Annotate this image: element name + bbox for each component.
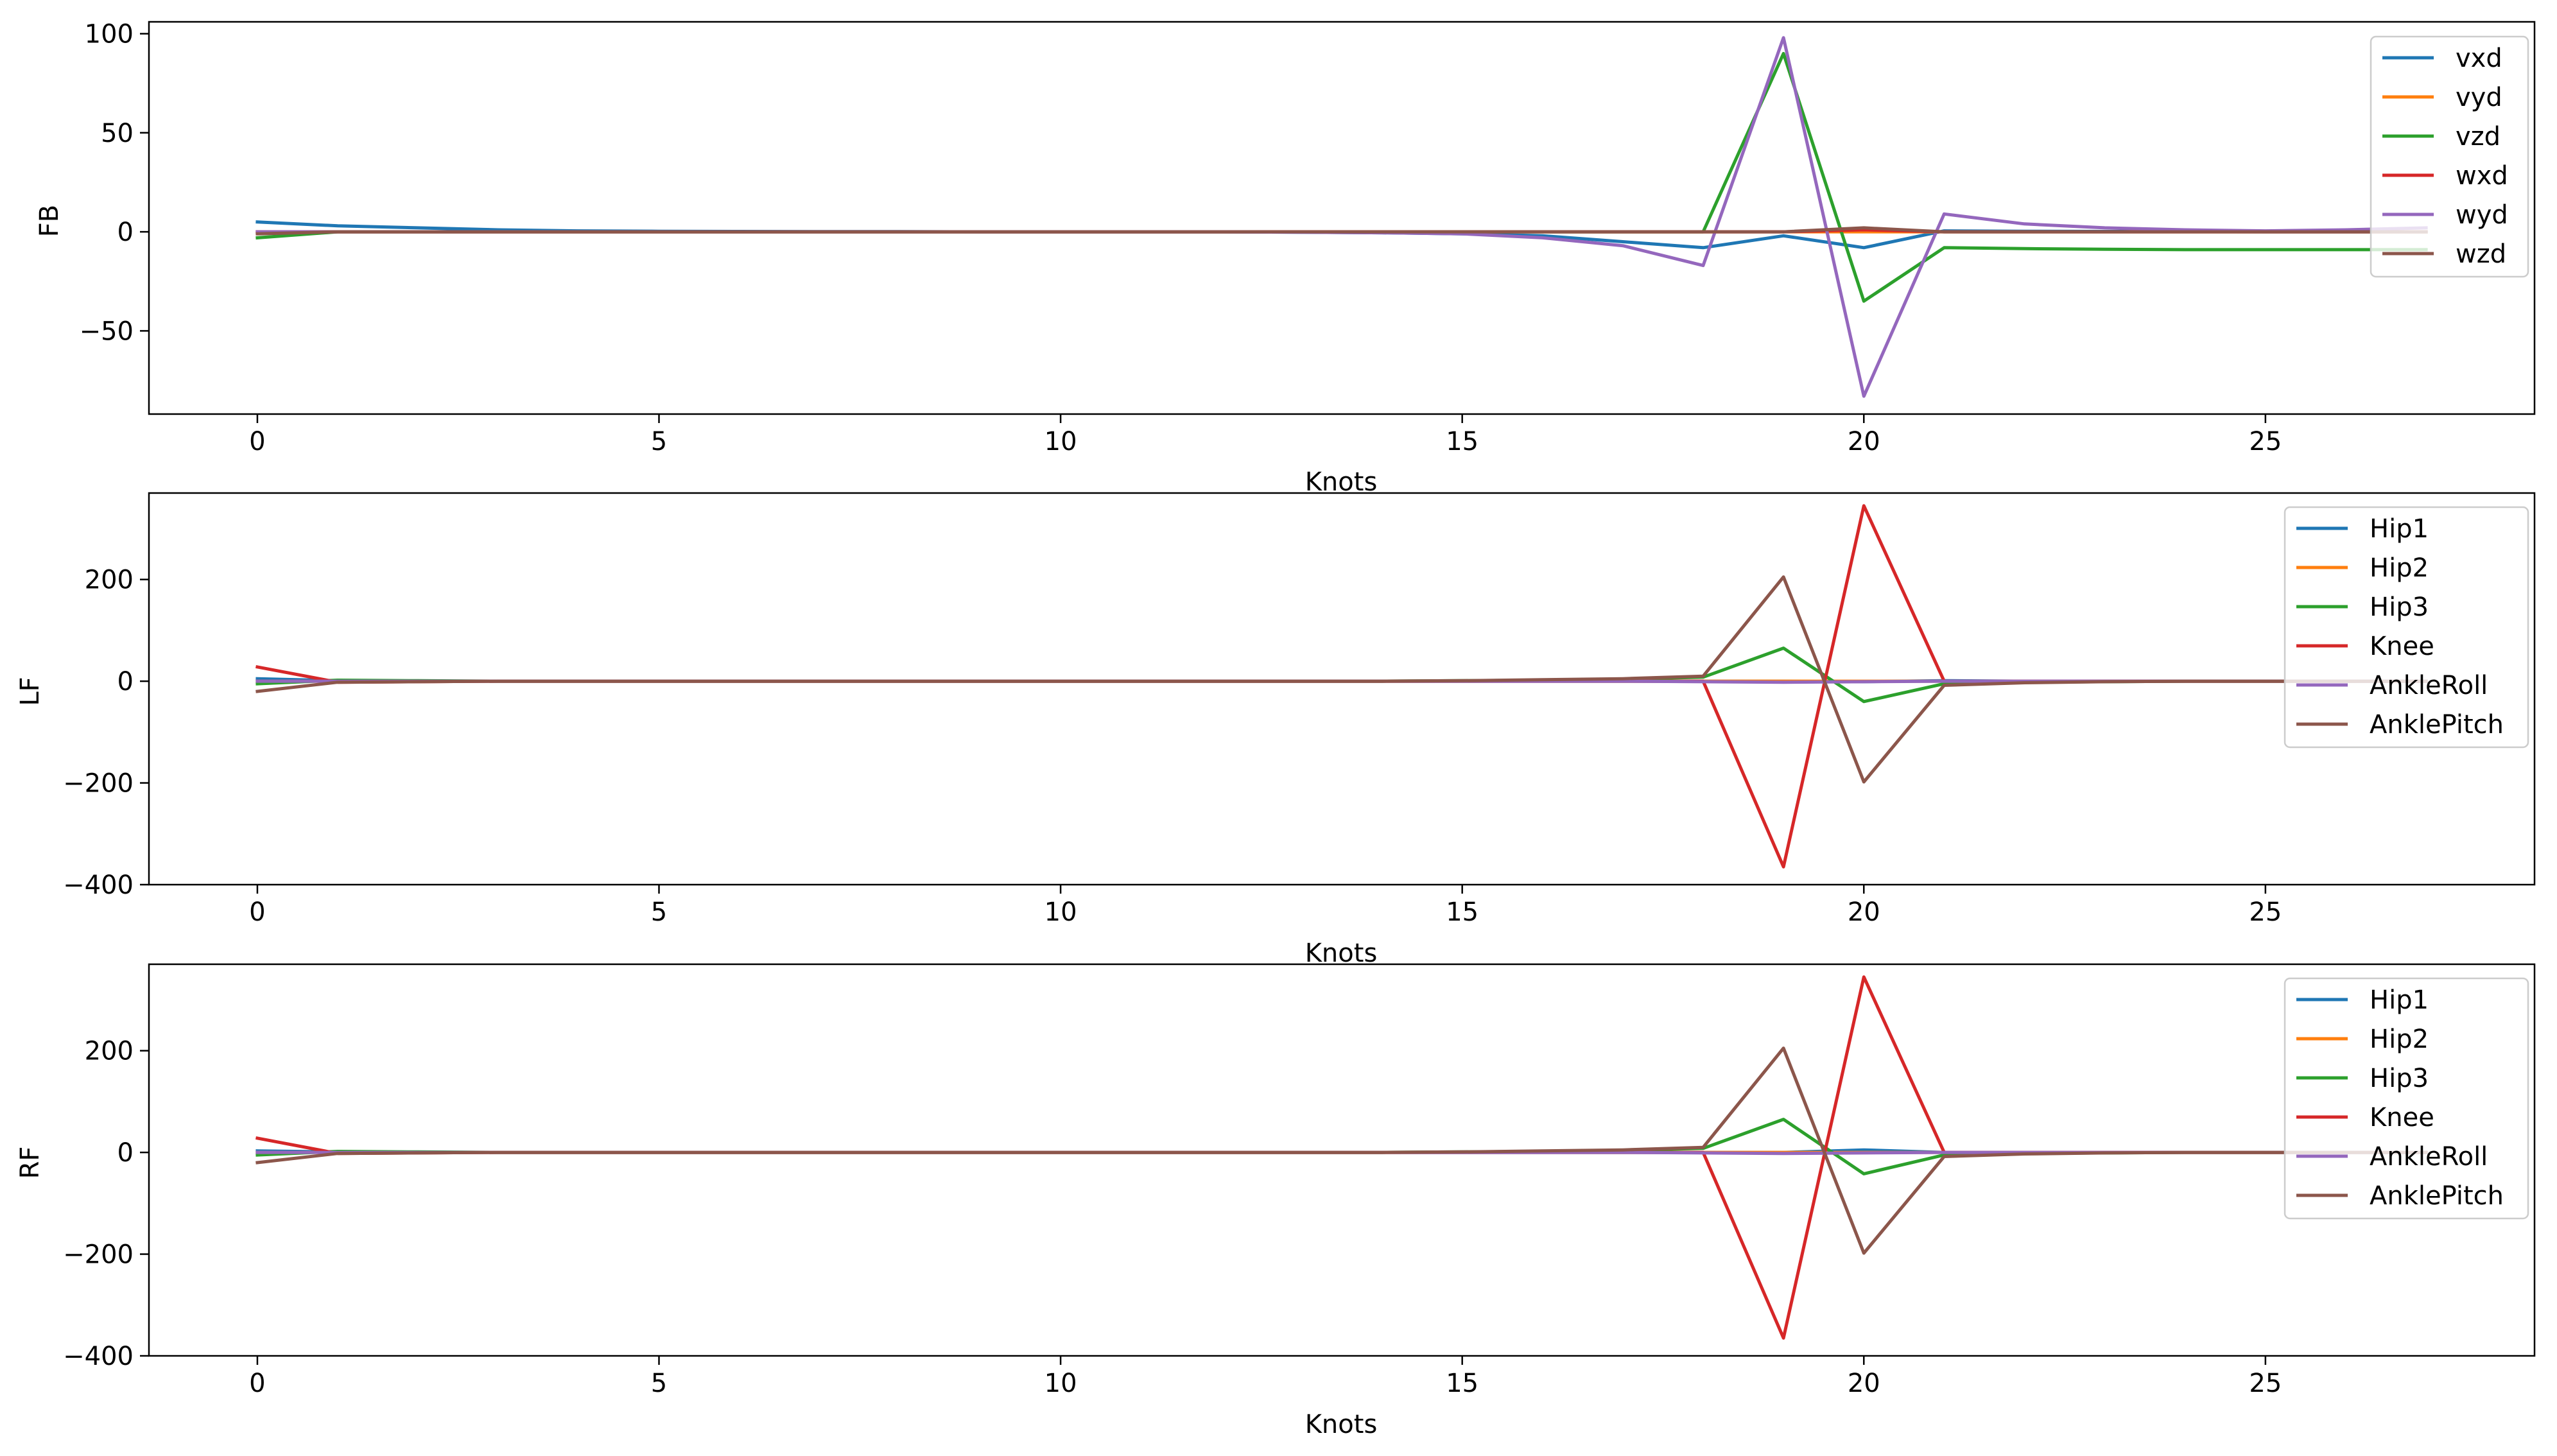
y-tick-label: 200: [85, 1037, 134, 1066]
plot-frame: [148, 492, 2536, 886]
x-tick-label: 20: [1848, 1369, 1880, 1398]
series-lines: [256, 36, 2428, 398]
legend-label: AnkleRoll: [2370, 1142, 2488, 1172]
x-tick-label: 25: [2249, 897, 2282, 927]
x-tick-label: 10: [1044, 1369, 1077, 1398]
series-lines: [255, 975, 2428, 1340]
y-tick-label: −200: [63, 769, 134, 799]
y-tick-label: 100: [85, 20, 134, 49]
plot-frame: [148, 963, 2536, 1357]
x-tick-label: 25: [2249, 1369, 2282, 1398]
y-axis-label: LF: [15, 677, 45, 706]
legend-label: vzd: [2456, 122, 2501, 152]
x-tick-label: 5: [651, 1369, 667, 1398]
series-line-wzd: [256, 226, 2428, 236]
y-axis-label: FB: [35, 205, 64, 237]
x-tick-label: 0: [249, 427, 265, 456]
y-tick-label: −50: [80, 316, 134, 346]
x-tick-label: 0: [249, 897, 265, 927]
x-tick-label: 10: [1044, 427, 1077, 456]
x-tick-label: 5: [651, 897, 667, 927]
legend-item: Hip1: [2296, 514, 2429, 544]
x-tick-label: 10: [1044, 897, 1077, 927]
x-tick-label: 20: [1848, 897, 1880, 927]
series-lines: [255, 504, 2428, 869]
x-axis-label: Knots: [1305, 1410, 1378, 1439]
series-line-anklepitch: [256, 1046, 2428, 1255]
x-tick-label: 5: [651, 427, 667, 456]
x-tick-label: 15: [1446, 897, 1478, 927]
legend-item: wzd: [2382, 239, 2506, 269]
legend-item: wyd: [2382, 200, 2508, 230]
legend-item: Hip1: [2296, 985, 2429, 1015]
legend-label: Hip3: [2370, 1064, 2429, 1093]
legend-item: AnklePitch: [2296, 710, 2504, 740]
x-tick-label: 15: [1446, 1369, 1478, 1398]
legend-label: AnkleRoll: [2370, 671, 2488, 700]
y-tick-label: 0: [117, 1138, 134, 1168]
y-tick-label: 0: [117, 667, 134, 697]
y-axis-label: RF: [15, 1147, 45, 1179]
legend-item: Hip2: [2296, 553, 2429, 583]
legend-label: Hip3: [2370, 593, 2429, 622]
legend: Hip1 Hip2 Hip3 Knee AnkleRoll AnklePitch: [2284, 506, 2529, 749]
x-axis-label: Knots: [1305, 939, 1378, 968]
legend-label: Knee: [2370, 632, 2434, 661]
legend-label: AnklePitch: [2370, 710, 2504, 740]
legend-label: Hip1: [2370, 985, 2429, 1015]
legend-label: vyd: [2456, 83, 2502, 112]
legend: Hip1 Hip2 Hip3 Knee AnkleRoll AnklePitch: [2284, 977, 2529, 1220]
x-axis-label: Knots: [1305, 467, 1378, 497]
legend-item: AnkleRoll: [2296, 1142, 2488, 1172]
legend-label: Hip2: [2370, 1025, 2429, 1054]
plot-frame: [148, 21, 2536, 415]
subplot-lf: LF Knots 0 5 10 15 20 25−400−2000200Hip1Hip2H…: [15, 492, 2536, 968]
legend-label: Knee: [2370, 1103, 2434, 1132]
x-tick-label: 15: [1446, 427, 1478, 456]
legend-item: vzd: [2382, 122, 2501, 152]
legend-item: Hip3: [2296, 593, 2429, 622]
legend-item: Hip2: [2296, 1025, 2429, 1054]
legend-item: AnklePitch: [2296, 1181, 2504, 1211]
series-line-anklepitch: [256, 575, 2428, 784]
y-tick-label: −200: [63, 1240, 134, 1270]
legend: vxd vyd vzd wxd wyd wzd: [2370, 35, 2529, 278]
legend-item: Hip3: [2296, 1064, 2429, 1093]
legend-label: wxd: [2456, 161, 2508, 191]
subplot-fb: FB Knots 0 5 10 15 20 25 −50 0 50 100 vxd vyd vzd wxd…: [35, 20, 2536, 497]
legend-label: Hip2: [2370, 553, 2429, 583]
x-tick-label: 0: [249, 1369, 265, 1398]
legend-item: Knee: [2296, 1103, 2434, 1132]
legend-item: vyd: [2382, 83, 2502, 112]
subplot-rf: RF Knots 0 5 10 15 20 25−400−2000200Hip1Hip2H…: [15, 963, 2536, 1439]
legend-label: wyd: [2456, 200, 2508, 230]
legend-label: vxd: [2456, 44, 2502, 73]
legend-item: vxd: [2382, 44, 2502, 73]
y-tick-label: 50: [101, 119, 134, 148]
legend-item: AnkleRoll: [2296, 671, 2488, 700]
y-tick-label: −400: [63, 1342, 134, 1371]
legend-label: AnklePitch: [2370, 1181, 2504, 1211]
y-tick-label: −400: [63, 871, 134, 900]
legend-item: Knee: [2296, 632, 2434, 661]
legend-label: wzd: [2456, 239, 2506, 269]
x-tick-label: 20: [1848, 427, 1880, 456]
y-tick-label: 200: [85, 566, 134, 595]
x-tick-label: 25: [2249, 427, 2282, 456]
y-tick-label: 0: [117, 218, 134, 247]
legend-label: Hip1: [2370, 514, 2429, 544]
legend-item: wxd: [2382, 161, 2508, 191]
